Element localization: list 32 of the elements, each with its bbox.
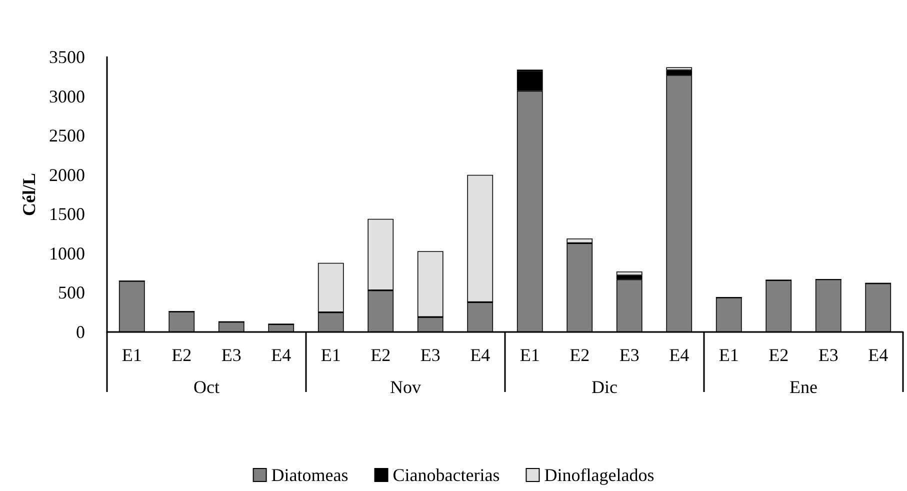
legend-label: Diatomeas [271,465,348,485]
text: Nov [390,377,421,397]
y-tick-label: 2500 [49,126,85,146]
x-tick-label: E1 [520,345,540,365]
x-tick-label: E3 [221,345,242,365]
x-tick-label: E3 [619,345,640,365]
y-tick-label: 1500 [49,204,85,224]
x-tick-label: E3 [818,345,838,365]
y-tick-label: 500 [58,282,85,303]
y-axis-title: Cél/L [19,173,40,216]
y-tick-label: 3500 [49,47,85,67]
x-tick-label: E4 [271,345,292,365]
text: Ene [790,377,818,397]
x-tick-label: E1 [320,345,341,365]
x-tick-label: E4 [470,345,490,365]
text: Oct [194,377,220,397]
x-tick-label: E1 [718,345,739,365]
x-tick-label: E2 [570,345,590,365]
x-tick-label: E1 [122,345,142,365]
x-tick-label: E3 [420,345,440,365]
x-tick-label: E2 [172,345,192,365]
y-tick-label: 2000 [49,164,85,185]
legend-label: Cianobacterias [392,465,500,485]
x-tick-label: E4 [669,345,690,365]
y-tick-label: 1000 [49,243,85,264]
x-tick-label: E2 [370,345,391,365]
y-tick-label: 0 [76,322,85,342]
text: Dic [592,377,618,397]
y-tick-label: 3000 [49,86,85,106]
x-tick-label: E2 [768,345,789,365]
legend-label: Dinoflagelados [544,465,654,485]
x-tick-label: E4 [868,345,888,365]
